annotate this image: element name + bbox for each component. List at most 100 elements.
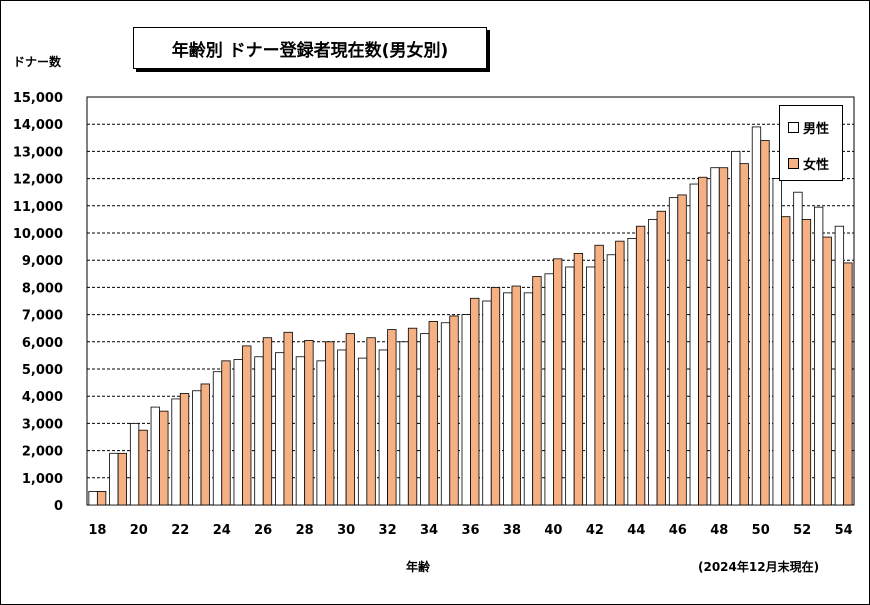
- bar-male: [585, 266, 596, 506]
- bar-female: [221, 360, 231, 506]
- x-tick-label: 54: [835, 523, 853, 538]
- y-tick-label: 0: [54, 499, 63, 514]
- bar-male: [772, 178, 782, 506]
- bar-male: [275, 352, 285, 506]
- legend-label-male: 男性: [803, 122, 830, 137]
- y-tick-label: 14,000: [13, 118, 63, 133]
- bar-male: [793, 191, 803, 506]
- bar-male: [378, 349, 388, 506]
- bar-female: [470, 297, 480, 506]
- x-tick-label: 52: [793, 523, 811, 538]
- bar-male: [565, 266, 575, 506]
- x-tick-label: 42: [586, 523, 604, 538]
- bar-female: [179, 393, 190, 506]
- bar-male: [627, 238, 637, 506]
- bar-female: [159, 410, 169, 506]
- y-tick-label: 4,000: [22, 390, 63, 405]
- bar-female: [345, 333, 356, 506]
- bar-male: [109, 452, 119, 506]
- bar-female: [677, 194, 687, 506]
- x-tick-label: 38: [503, 523, 521, 538]
- bar-female: [718, 167, 729, 506]
- bar-male: [254, 356, 264, 506]
- legend-swatch-male: [788, 122, 799, 133]
- bar-male: [523, 292, 534, 506]
- legend-label-female: 女性: [803, 158, 830, 173]
- bar-female: [490, 286, 501, 506]
- bar-female: [511, 285, 521, 506]
- bar-male: [731, 150, 741, 506]
- bar-male: [192, 390, 202, 506]
- bar-male: [606, 254, 617, 506]
- x-tick-label: 26: [254, 523, 272, 538]
- bar-male: [212, 371, 223, 506]
- x-tick-label: 40: [544, 523, 562, 538]
- bar-female: [324, 341, 335, 506]
- bar-male: [129, 422, 140, 506]
- bar-female: [781, 216, 791, 506]
- bar-male: [751, 126, 762, 506]
- bar-male: [399, 341, 409, 506]
- x-tick-label: 28: [296, 523, 314, 538]
- x-tick-label: 22: [171, 523, 189, 538]
- bar-female: [594, 244, 604, 506]
- bar-female: [635, 225, 646, 506]
- date-note: (2024年12月末現在): [698, 560, 820, 574]
- bar-female: [656, 210, 666, 506]
- bar-female: [366, 337, 376, 506]
- bar-female: [801, 218, 812, 506]
- x-tick-label: 46: [669, 523, 687, 538]
- bar-female: [553, 258, 563, 506]
- bar-male: [88, 490, 98, 506]
- bar-female: [200, 383, 210, 506]
- bar-female: [407, 327, 418, 506]
- y-tick-label: 11,000: [13, 200, 63, 215]
- legend-swatch-female: [788, 158, 799, 169]
- x-tick-label: 18: [88, 523, 106, 538]
- bar-male: [233, 359, 243, 506]
- bar-male: [171, 398, 181, 506]
- y-tick-label: 13,000: [13, 145, 63, 160]
- bar-female: [573, 252, 584, 506]
- y-tick-label: 3,000: [22, 417, 63, 432]
- bar-female: [262, 337, 273, 506]
- bar-female: [96, 490, 107, 506]
- bar-female: [843, 262, 853, 506]
- bar-male: [689, 183, 699, 506]
- bar-male: [316, 360, 326, 506]
- bar-female: [739, 163, 749, 506]
- bar-male: [834, 225, 845, 506]
- y-tick-label: 2,000: [22, 445, 63, 460]
- y-tick-label: 8,000: [22, 281, 63, 296]
- bar-female: [698, 176, 708, 506]
- bar-female: [138, 429, 148, 506]
- x-tick-label: 24: [213, 523, 231, 538]
- bar-female: [615, 240, 625, 506]
- y-axis-label: ドナー数: [13, 55, 62, 69]
- bar-male: [461, 314, 471, 506]
- legend-item-female: 女性: [788, 154, 829, 173]
- bar-male: [710, 167, 720, 506]
- bar-female: [449, 315, 459, 506]
- bar-male: [668, 197, 679, 506]
- bar-male: [814, 206, 824, 506]
- bar-female: [822, 236, 832, 506]
- bar-female: [760, 140, 770, 506]
- bar-male: [503, 292, 513, 506]
- legend: 男性 女性: [779, 105, 843, 181]
- y-tick-label: 12,000: [13, 173, 63, 188]
- bar-male: [440, 322, 451, 506]
- y-tick-label: 15,000: [13, 91, 63, 106]
- y-tick-label: 5,000: [22, 363, 63, 378]
- x-tick-label: 44: [627, 523, 645, 538]
- x-tick-label: 48: [710, 523, 728, 538]
- bar-male: [337, 349, 347, 506]
- bar-female: [283, 331, 293, 506]
- y-tick-label: 9,000: [22, 254, 63, 269]
- bar-female: [304, 340, 314, 506]
- bar-male: [150, 406, 160, 506]
- x-axis-label: 年齢: [406, 560, 431, 574]
- chart-title: 年齢別 ドナー登録者現在数(男女別): [133, 27, 487, 69]
